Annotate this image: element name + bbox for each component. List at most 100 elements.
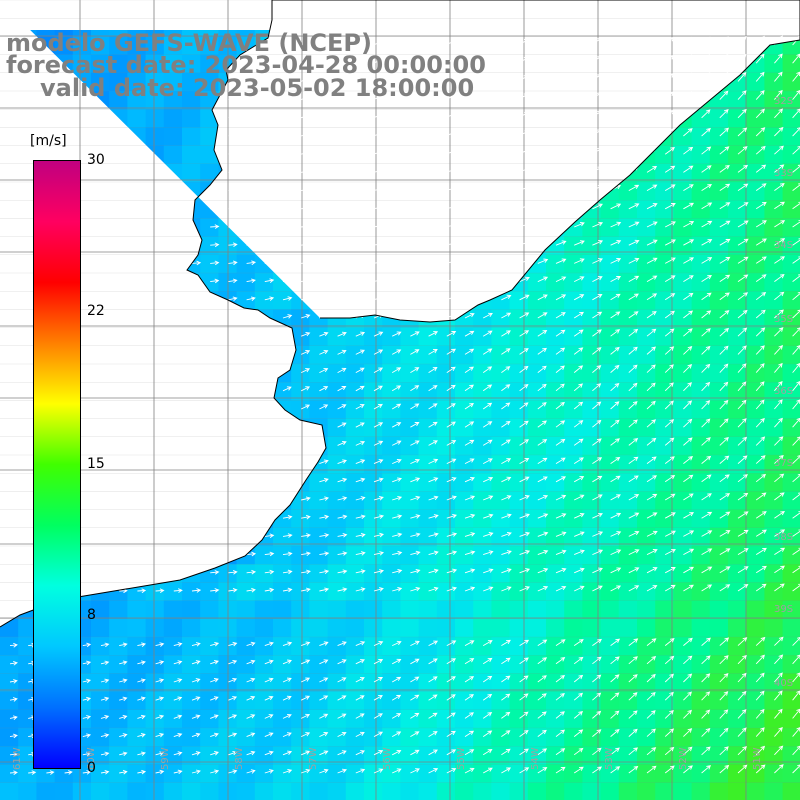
wind-arrow (428, 94, 438, 100)
wind-cell (764, 400, 784, 420)
wind-arrow (373, 695, 383, 701)
wind-cell (236, 673, 256, 693)
wind-arrow (628, 747, 639, 756)
wind-cell (655, 218, 674, 238)
wind-cell (364, 400, 383, 420)
wind-arrow (428, 514, 439, 519)
wind-cell (0, 673, 19, 693)
wind-arrow (228, 187, 238, 193)
wind-cell (291, 709, 310, 729)
wind-cell (473, 455, 492, 474)
wind-cell (436, 691, 456, 711)
wind-cell (200, 746, 219, 765)
wind-cell (327, 400, 347, 420)
wind-arrow (701, 183, 712, 191)
wind-arrow (610, 549, 622, 556)
wind-arrow (319, 459, 329, 465)
wind-arrow (246, 205, 257, 211)
wind-cell (673, 236, 693, 256)
lat-label: 38S (774, 532, 793, 543)
wind-cell (782, 436, 800, 456)
wind-arrow (519, 476, 530, 483)
wind-arrow (755, 565, 767, 574)
wind-arrow (755, 473, 767, 483)
wind-arrow (392, 331, 402, 337)
wind-cell (418, 782, 438, 800)
wind-cell (618, 764, 638, 784)
wind-cell (291, 655, 310, 674)
wind-arrow (664, 128, 675, 137)
wind-arrow (628, 419, 638, 428)
wind-arrow (282, 76, 292, 82)
wind-cell (291, 691, 310, 711)
wind-cell (618, 491, 638, 511)
wind-cell (109, 36, 128, 56)
wind-arrow (592, 221, 604, 228)
wind-cell (18, 655, 37, 674)
wind-cell (746, 400, 765, 420)
wind-arrow (683, 184, 694, 191)
wind-cell (764, 691, 784, 711)
wind-arrow (373, 731, 384, 737)
wind-arrow (737, 292, 749, 301)
wind-cell (691, 600, 711, 620)
wind-cell (746, 200, 765, 219)
wind-arrow (446, 277, 457, 283)
wind-arrow (355, 40, 365, 46)
wind-cell (546, 764, 565, 784)
wind-arrow (373, 367, 384, 373)
wind-arrow (501, 38, 511, 46)
wind-cell (163, 127, 183, 147)
wind-arrow (646, 36, 656, 46)
wind-cell (655, 509, 674, 529)
wind-arrow (683, 91, 693, 100)
wind-cell (400, 746, 420, 765)
wind-cell (236, 564, 256, 583)
wind-cell (236, 273, 256, 292)
wind-cell (655, 782, 674, 800)
wind-arrow (610, 692, 620, 701)
wind-arrow (228, 677, 238, 683)
wind-cell (582, 546, 602, 565)
wind-cell (746, 728, 765, 747)
wind-arrow (410, 768, 420, 774)
wind-arrow (482, 640, 493, 646)
wind-cell (564, 673, 583, 693)
wind-cell (200, 709, 219, 729)
wind-cell (91, 691, 110, 711)
wind-cell (345, 527, 365, 547)
wind-arrow (210, 714, 219, 719)
wind-cell (491, 509, 511, 529)
wind-arrow (391, 94, 402, 100)
wind-arrow (392, 313, 402, 319)
wind-arrow (264, 769, 274, 774)
wind-arrow (737, 654, 747, 665)
wind-arrow (683, 512, 695, 519)
wind-cell (291, 618, 310, 638)
wind-arrow (537, 111, 547, 119)
wind-arrow (701, 548, 713, 555)
colorbar-tick-8: 8 (87, 607, 96, 623)
wind-cell (418, 564, 438, 583)
wind-cell (473, 418, 492, 438)
wind-arrow (555, 129, 566, 137)
wind-arrow (501, 348, 511, 355)
wind-arrow (428, 75, 438, 82)
wind-arrow (191, 678, 201, 683)
wind-arrow (264, 732, 274, 738)
wind-cell (764, 364, 784, 383)
wind-arrow (664, 91, 674, 100)
wind-arrow (355, 641, 366, 647)
wind-arrow (228, 587, 238, 593)
wind-arrow (628, 456, 639, 464)
wind-cell (655, 655, 674, 674)
wind-arrow (628, 512, 640, 519)
wind-arrow (373, 496, 384, 501)
wind-cell (637, 254, 656, 274)
wind-arrow (610, 329, 621, 337)
wind-arrow (282, 58, 292, 64)
wind-arrow (683, 36, 693, 46)
wind-arrow (774, 71, 783, 82)
wind-cell (491, 455, 511, 474)
